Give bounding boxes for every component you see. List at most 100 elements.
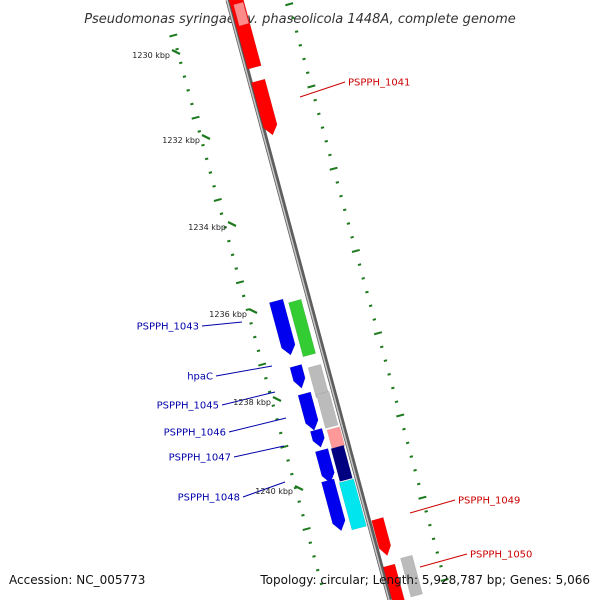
gene-feature — [288, 298, 317, 358]
ruler-tick-mark — [409, 455, 414, 458]
gene-label-leader — [233, 445, 285, 458]
gene-feature — [250, 78, 278, 136]
gene-label: PSPPH_1041 — [348, 78, 410, 89]
ruler-tick-mark — [368, 304, 373, 308]
gene-feature — [309, 427, 325, 448]
ruler-tick-mark — [219, 212, 224, 216]
ruler-tick-mark — [302, 57, 306, 61]
gene-feature — [233, 1, 250, 27]
ruler-tick-mark — [197, 130, 202, 133]
gene-feature — [371, 517, 392, 557]
ruler-tick-mark — [383, 359, 388, 363]
ruler-tick-mark — [275, 417, 279, 421]
gene-feature — [268, 298, 296, 356]
ruler-tick-mark — [373, 331, 383, 336]
ruler-tick-mark — [413, 468, 417, 472]
major-tick-mark — [248, 308, 258, 314]
ruler-tick-mark — [428, 523, 432, 527]
ruler-tick-mark — [387, 372, 391, 376]
ruler-tick-mark — [402, 427, 406, 431]
gene-feature — [330, 444, 353, 482]
ruler-tick-mark — [294, 30, 299, 33]
ruler-tick-mark — [372, 318, 377, 321]
ruler-tick-mark — [379, 345, 384, 349]
ruler-tick-mark — [298, 43, 303, 47]
gene-label-leader — [201, 321, 243, 327]
ruler-tick-mark — [305, 71, 310, 75]
ruler-tick-mark — [312, 555, 316, 558]
ruler-tick-mark — [307, 84, 316, 89]
ruler-tick-mark — [278, 431, 283, 435]
kbp-label: 1234 kbp — [188, 223, 226, 232]
ruler-tick-mark — [289, 472, 294, 476]
ruler-tick-mark — [357, 263, 362, 267]
ruler-tick-mark — [235, 280, 245, 285]
kbp-label: 1232 kbp — [162, 136, 200, 145]
ruler-tick-mark — [213, 197, 222, 202]
ruler-tick-mark — [431, 537, 436, 541]
genome-summary-text: Topology: circular; Length: 5,928,787 bp… — [260, 573, 590, 587]
ruler-tick-mark — [319, 582, 324, 586]
gene-features — [228, 0, 423, 600]
ruler-tick-mark — [297, 500, 302, 503]
ruler-tick-mark — [256, 349, 261, 353]
gene-label-leader — [299, 81, 346, 98]
ruler-tick-mark — [416, 482, 421, 486]
map-title: Pseudomonas syringae pv. phaseolicola 14… — [84, 12, 516, 27]
major-tick-mark — [227, 221, 237, 227]
ruler-tick-mark — [396, 413, 405, 418]
ruler-tick-mark — [335, 181, 340, 184]
ruler-tick-mark — [435, 551, 440, 554]
gene-feature — [307, 364, 330, 399]
gene-label-leader — [419, 553, 468, 568]
ruler-tick-mark — [329, 166, 338, 171]
gene-label: PSPPH_1046 — [164, 428, 226, 439]
gene-label: PSPPH_1048 — [178, 493, 240, 504]
backbone — [225, 0, 393, 600]
ruler-tick-mark — [339, 194, 343, 198]
ruler-tick-mark — [175, 47, 179, 51]
gene-label: PSPPH_1047 — [169, 453, 231, 464]
gene-feature — [289, 364, 306, 389]
ruler-tick-mark — [346, 222, 351, 225]
ruler-tick-mark — [191, 115, 200, 120]
kbp-label: 1240 kbp — [255, 487, 293, 496]
ruler-tick-mark — [190, 102, 194, 106]
gene-feature — [400, 554, 423, 598]
ruler-tick-mark — [245, 308, 250, 312]
ruler-tick-mark — [267, 390, 272, 394]
ruler-tick-mark — [365, 290, 369, 294]
major-tick-mark — [272, 396, 282, 402]
gene-label-leader — [409, 499, 456, 514]
gene-feature — [382, 563, 406, 600]
ruler-tick-mark — [271, 404, 276, 407]
gene-label-leader — [228, 417, 287, 433]
accession-text: Accession: NC_005773 — [9, 573, 146, 587]
ruler-tick-mark — [249, 321, 253, 325]
ruler-tick-mark — [258, 362, 267, 367]
ruler-tick-mark — [252, 335, 257, 339]
ruler-tick-mark — [285, 2, 294, 7]
ruler-tick-mark — [315, 568, 320, 572]
kbp-label: 1230 kbp — [132, 51, 170, 60]
ruler-tick-mark — [234, 267, 239, 270]
ruler-tick-mark — [227, 239, 231, 243]
gene-labels: PSPPH_1041 PSPPH_1043 hpaC PSPPH_1045 PSPPH_… — [137, 78, 532, 568]
ruler-tick-mark — [301, 513, 305, 517]
gene-label-leader — [221, 391, 276, 406]
gene-label: PSPPH_1043 — [137, 322, 199, 333]
backbone-line — [225, 0, 393, 600]
ruler-tick-mark — [308, 541, 313, 545]
ruler-tick-mark — [313, 98, 317, 102]
ruler-tick-mark — [230, 253, 235, 257]
gene-label: hpaC — [187, 372, 213, 383]
ruler-tick-mark — [182, 75, 187, 78]
gene-feature — [321, 478, 346, 532]
ruler-tick-mark — [317, 112, 321, 116]
gene-feature — [316, 390, 339, 429]
ruler-tick-mark — [280, 444, 289, 449]
ruler-tick-mark — [440, 577, 449, 582]
gene-label-leader — [242, 481, 286, 498]
